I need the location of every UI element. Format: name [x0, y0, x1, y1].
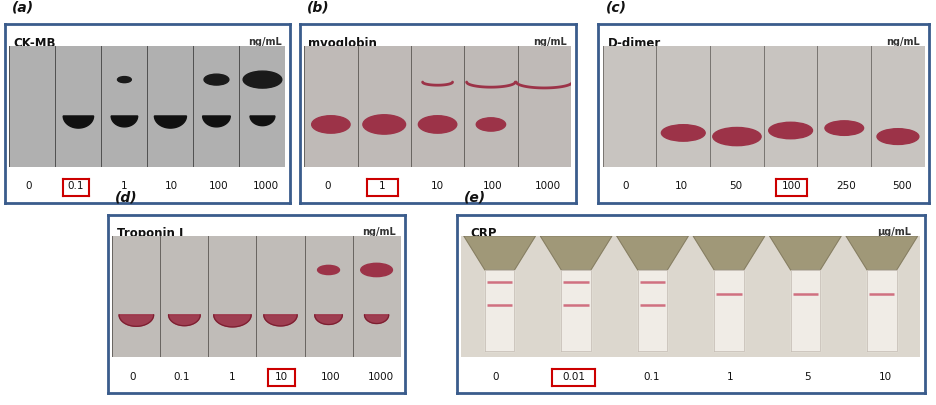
Text: 10: 10	[274, 372, 288, 382]
Text: 500: 500	[892, 181, 912, 192]
Text: 10: 10	[879, 372, 892, 382]
Text: 10: 10	[431, 181, 445, 192]
Text: μg/mL: μg/mL	[877, 227, 911, 237]
Text: (c): (c)	[606, 0, 626, 14]
Polygon shape	[250, 116, 275, 126]
Text: 0: 0	[622, 181, 629, 192]
Text: ng/mL: ng/mL	[534, 37, 567, 47]
Text: (e): (e)	[464, 190, 487, 205]
Text: 0: 0	[129, 372, 136, 382]
Text: (a): (a)	[12, 0, 35, 14]
Polygon shape	[637, 270, 667, 351]
Polygon shape	[64, 116, 94, 128]
Text: 0: 0	[324, 181, 330, 192]
Text: CK-MB: CK-MB	[13, 37, 56, 50]
Circle shape	[317, 265, 340, 275]
Text: 1: 1	[228, 372, 235, 382]
Polygon shape	[562, 270, 591, 351]
Polygon shape	[154, 116, 186, 128]
Circle shape	[662, 125, 705, 141]
Text: 1000: 1000	[254, 181, 280, 192]
Polygon shape	[617, 236, 688, 270]
Text: (b): (b)	[307, 0, 329, 14]
Circle shape	[418, 116, 457, 133]
Text: D-dimer: D-dimer	[608, 37, 662, 50]
Circle shape	[360, 263, 392, 277]
Text: (d): (d)	[115, 190, 138, 205]
Polygon shape	[846, 236, 917, 270]
Polygon shape	[119, 315, 154, 326]
Polygon shape	[540, 236, 612, 270]
Text: 1000: 1000	[535, 181, 561, 192]
Circle shape	[312, 116, 350, 133]
Text: 1: 1	[121, 181, 127, 192]
Circle shape	[476, 118, 505, 131]
Text: 1000: 1000	[368, 372, 393, 382]
Text: 0.01: 0.01	[563, 372, 585, 382]
Text: 100: 100	[483, 181, 503, 192]
Circle shape	[768, 122, 812, 139]
Text: CRP: CRP	[471, 227, 497, 240]
Text: 5: 5	[804, 372, 812, 382]
Text: ng/mL: ng/mL	[248, 37, 282, 47]
Polygon shape	[203, 116, 230, 127]
Polygon shape	[213, 315, 251, 327]
Circle shape	[713, 128, 761, 146]
Text: 1: 1	[726, 372, 733, 382]
Text: 100: 100	[782, 181, 801, 192]
Circle shape	[118, 77, 131, 83]
Text: myoglobin: myoglobin	[308, 37, 376, 50]
Polygon shape	[714, 270, 744, 351]
Text: 0.1: 0.1	[174, 372, 190, 382]
Polygon shape	[111, 116, 138, 127]
Polygon shape	[791, 270, 820, 351]
Polygon shape	[769, 236, 841, 270]
Circle shape	[204, 74, 229, 85]
Text: 250: 250	[837, 181, 856, 192]
Text: 0.1: 0.1	[67, 181, 84, 192]
Circle shape	[825, 121, 864, 135]
Polygon shape	[314, 315, 343, 324]
Text: 1: 1	[379, 181, 386, 192]
Text: 0: 0	[492, 372, 499, 382]
Text: Troponin I: Troponin I	[117, 227, 183, 240]
Text: 10: 10	[165, 181, 178, 192]
Circle shape	[363, 115, 405, 134]
Polygon shape	[464, 236, 535, 270]
Text: ng/mL: ng/mL	[362, 227, 396, 237]
Text: 0.1: 0.1	[644, 372, 660, 382]
Text: 50: 50	[729, 181, 743, 192]
Text: 100: 100	[209, 181, 228, 192]
Polygon shape	[264, 315, 298, 326]
Circle shape	[877, 129, 919, 145]
Text: 0: 0	[25, 181, 32, 192]
Polygon shape	[364, 315, 388, 324]
Polygon shape	[168, 315, 200, 326]
Text: 10: 10	[674, 181, 688, 192]
Polygon shape	[694, 236, 765, 270]
Circle shape	[243, 71, 282, 88]
Polygon shape	[867, 270, 897, 351]
Text: 100: 100	[321, 372, 341, 382]
Polygon shape	[485, 270, 515, 351]
Text: ng/mL: ng/mL	[885, 37, 919, 47]
